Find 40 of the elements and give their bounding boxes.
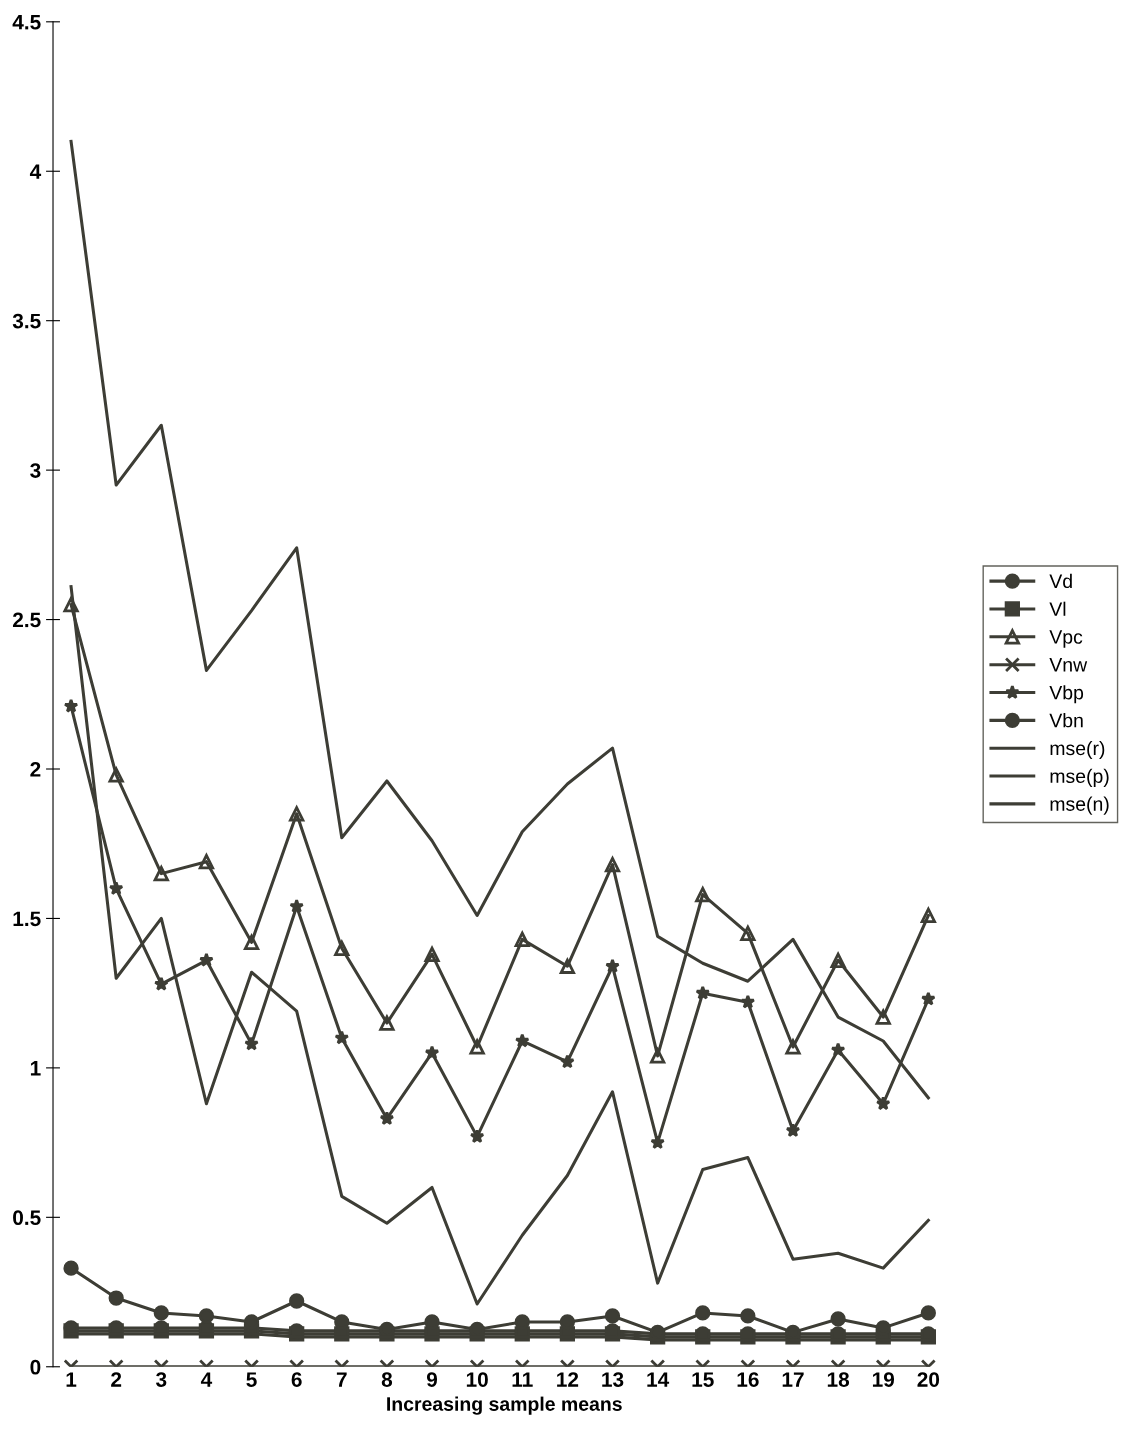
legend-label: Vl: [1049, 601, 1066, 616]
x-tick-label: 16: [737, 1372, 759, 1387]
y-tick-label: 0.5: [13, 1210, 41, 1226]
legend-label: Vbp: [1049, 685, 1084, 704]
x-tick-label: 8: [381, 1372, 393, 1387]
y-tick-label: 4: [29, 164, 42, 179]
x-tick-label: 9: [426, 1372, 438, 1387]
y-tick-label: 4.5: [12, 15, 41, 30]
y-tick-label: 3: [30, 463, 41, 478]
x-tick-label: 15: [692, 1372, 714, 1387]
x-tick-label: 11: [512, 1372, 533, 1387]
legend-label: mse(r): [1050, 740, 1105, 760]
x-tick-label: 20: [917, 1372, 940, 1387]
x-tick-label: 2: [111, 1372, 122, 1387]
x-tick-label: 13: [602, 1372, 624, 1387]
x-tick-label: 18: [827, 1372, 850, 1387]
x-tick-label: 14: [647, 1372, 670, 1387]
legend-label: Vd: [1049, 573, 1072, 589]
y-tick-label: 1.5: [13, 911, 41, 927]
y-tick-label: 1: [30, 1061, 41, 1076]
legend-label: Vnw: [1049, 658, 1088, 672]
y-tick-label: 3.5: [12, 313, 41, 329]
x-axis-title: Increasing sample means: [387, 1396, 622, 1415]
x-tick-label: 17: [782, 1372, 804, 1387]
x-tick-label: 19: [872, 1372, 895, 1387]
x-tick-label: 4: [200, 1372, 213, 1387]
legend-label: Vpc: [1049, 630, 1083, 648]
x-tick-label: 12: [557, 1372, 579, 1387]
x-tick-label: 7: [336, 1372, 347, 1387]
y-tick-label: 2: [30, 762, 41, 777]
x-tick-label: 10: [466, 1372, 488, 1387]
y-tick-label: 0: [30, 1359, 41, 1375]
legend-label: mse(p): [1050, 768, 1109, 787]
legend-label: mse(n): [1050, 796, 1109, 815]
legend-label: Vbn: [1049, 713, 1083, 728]
x-tick-label: 3: [155, 1372, 167, 1387]
x-tick-label: 6: [291, 1372, 302, 1387]
y-tick-label: 2.5: [12, 612, 41, 628]
x-tick-label: 5: [246, 1372, 257, 1387]
x-tick-label: 1: [66, 1372, 77, 1387]
